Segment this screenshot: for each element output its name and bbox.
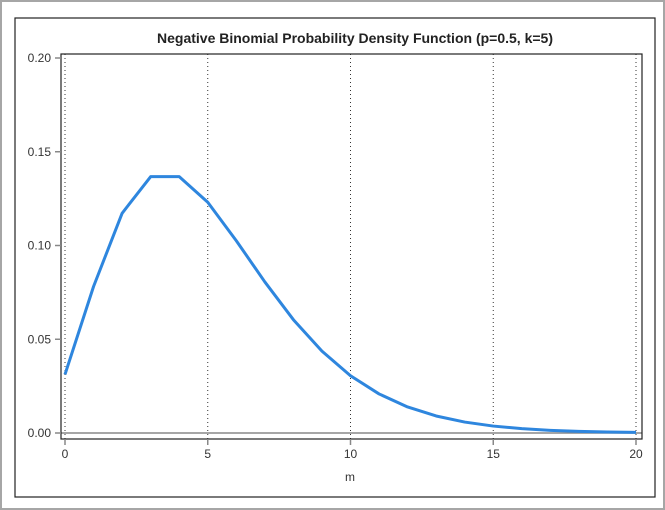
plot-area — [60, 53, 643, 440]
chart-title: Negative Binomial Probability Density Fu… — [157, 30, 553, 46]
x-tick-label: 20 — [629, 447, 643, 461]
x-tick-label: 0 — [62, 447, 69, 461]
chart-frame — [14, 17, 656, 498]
x-axis-label: m — [345, 470, 355, 484]
x-tick-label: 5 — [204, 447, 211, 461]
series-line — [63, 175, 637, 434]
y-tick-label: 0.15 — [28, 145, 52, 159]
y-tick-label: 0.20 — [28, 51, 52, 65]
y-tick-label: 0.05 — [28, 332, 52, 346]
x-tick-label: 10 — [344, 447, 358, 461]
x-tick-label: 15 — [487, 447, 501, 461]
y-tick-label: 0.00 — [28, 426, 52, 440]
y-tick-label: 0.10 — [28, 239, 52, 253]
